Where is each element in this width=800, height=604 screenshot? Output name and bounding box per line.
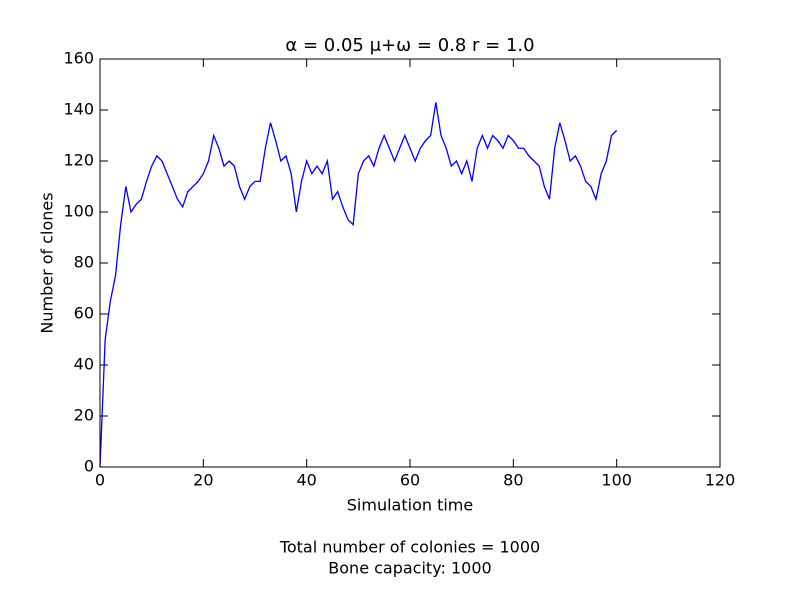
x-tick-label: 20 [193,471,213,490]
y-tick-label: 160 [63,49,94,68]
y-tick-label: 0 [84,457,94,476]
y-tick-label: 140 [63,100,94,119]
caption: Total number of colonies = 1000 [279,538,540,557]
y-tick-label: 120 [63,151,94,170]
x-tick-label: 0 [95,471,105,490]
y-tick-label: 60 [74,304,94,323]
plot-frame [99,58,721,468]
line-series [99,102,618,468]
x-axis-label: Simulation time [347,496,473,515]
caption: Bone capacity: 1000 [328,559,491,578]
y-tick-label: 100 [63,202,94,221]
chart-title: α = 0.05 μ+ω = 0.8 r = 1.0 [285,35,534,56]
y-tick-label: 80 [74,253,94,272]
x-tick-label: 40 [296,471,316,490]
x-tick-label: 120 [705,471,736,490]
y-tick-label: 20 [74,406,94,425]
x-tick-label: 100 [601,471,632,490]
y-tick-label: 40 [74,355,94,374]
y-axis-label: Number of clones [38,192,57,333]
x-tick-label: 80 [503,471,523,490]
x-tick-label: 60 [400,471,420,490]
